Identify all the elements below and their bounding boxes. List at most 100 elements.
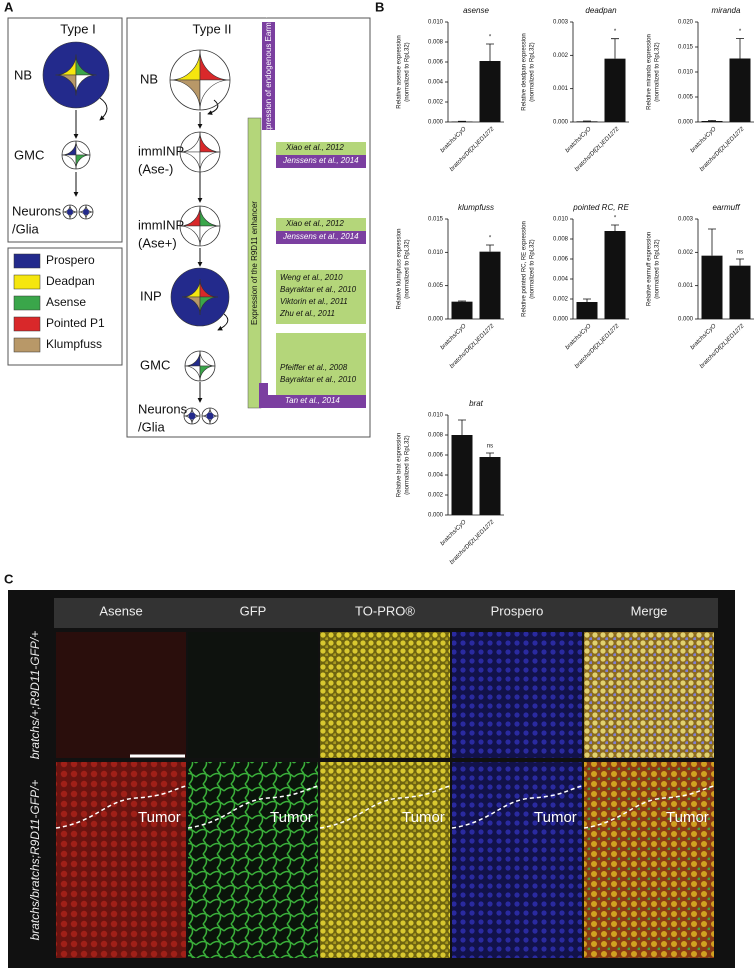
- reference: Bayraktar et al., 2010: [280, 375, 357, 384]
- y-tick-label: 0.002: [428, 100, 444, 106]
- legend-label: Asense: [46, 295, 86, 309]
- y-axis-label: (normalized to RpL32): [405, 239, 411, 298]
- y-tick-label: 0.001: [553, 86, 569, 92]
- column-label: Merge: [631, 603, 668, 618]
- stage-label: GMC: [14, 147, 44, 162]
- legend-swatch: [14, 338, 40, 352]
- reference: Jenssens et al., 2014: [282, 156, 359, 165]
- self-renew-arrow: [100, 98, 107, 120]
- bar: [452, 435, 473, 515]
- y-tick-label: 0.006: [553, 257, 569, 263]
- nucleus: [67, 209, 73, 215]
- chart-title: miranda: [712, 6, 741, 15]
- reference: Jenssens et al., 2014: [282, 232, 359, 241]
- tumor-label: Tumor: [402, 809, 445, 826]
- panel-label: A: [4, 0, 14, 14]
- reference: Xiao et al., 2012: [285, 143, 344, 152]
- stage-label: (Ase+): [138, 235, 177, 250]
- reference: Tan et al., 2014: [285, 396, 340, 405]
- significance: ns: [737, 250, 743, 256]
- nucleus: [207, 413, 214, 420]
- stage-label: NB: [14, 67, 32, 82]
- y-axis-label: (normalized to RpL32): [655, 42, 661, 101]
- bar: [605, 231, 626, 319]
- legend-label: Prospero: [46, 253, 95, 267]
- type-ii-title: Type II: [192, 21, 231, 36]
- stage-label: Neurons: [138, 401, 188, 416]
- micrographs: AsenseTumorGFPTumorTO-PRO®TumorProsperoT…: [56, 603, 714, 958]
- cell-quadrant: [200, 50, 230, 80]
- significance: *: [489, 236, 492, 242]
- chart-title: earmuff: [712, 203, 740, 212]
- bar: [730, 266, 751, 319]
- micrograph: [188, 762, 318, 958]
- y-tick-label: 0.000: [428, 513, 444, 519]
- y-tick-label: 0.002: [428, 493, 444, 499]
- stage-label: /Glia: [12, 221, 40, 236]
- y-tick-label: 0.006: [428, 453, 444, 459]
- nucleus: [83, 209, 89, 215]
- y-tick-label: 0.001: [678, 283, 694, 289]
- y-axis-label: Relative deadpan expression: [522, 33, 528, 110]
- legend-swatch: [14, 296, 40, 310]
- y-tick-label: 0.004: [553, 277, 569, 283]
- bar: [480, 252, 501, 319]
- chart-title: deadpan: [585, 6, 617, 15]
- significance: *: [614, 29, 617, 35]
- y-tick-label: 0.000: [428, 317, 444, 323]
- panel-label: B: [375, 0, 384, 14]
- bar: [702, 121, 723, 122]
- cell-quadrant: [170, 50, 200, 80]
- reference: Xiao et al., 2012: [285, 219, 344, 228]
- error-bar: [611, 39, 619, 59]
- chart-title: pointed RC, RE: [572, 203, 629, 212]
- y-tick-label: 0.010: [553, 217, 569, 223]
- y-tick-label: 0.000: [678, 317, 694, 323]
- stage-label: immINP: [138, 217, 184, 232]
- legend-swatch: [14, 254, 40, 268]
- y-axis-label: Relative asense expression: [397, 35, 403, 108]
- reference: Bayraktar et al., 2010: [280, 285, 357, 294]
- y-axis-label: (normalized to RpL32): [405, 42, 411, 101]
- micrograph: [452, 762, 582, 958]
- y-tick-label: 0.005: [428, 283, 444, 289]
- error-bar: [736, 259, 744, 266]
- cell-quadrant: [170, 80, 200, 110]
- x-tick-label: bratchs/CyO: [690, 323, 718, 351]
- y-tick-label: 0.010: [678, 70, 694, 76]
- cells: [43, 42, 230, 424]
- y-axis-label: (normalized to RpL32): [530, 42, 536, 101]
- column-label: GFP: [240, 603, 267, 618]
- x-tick-label: bratchs/CyO: [565, 126, 593, 154]
- reference: Viktorin et al., 2011: [280, 297, 348, 306]
- stage-label: (Ase-): [138, 161, 173, 176]
- legend-swatch: [14, 275, 40, 289]
- column-label: Asense: [99, 603, 142, 618]
- y-tick-label: 0.004: [428, 80, 444, 86]
- bar: [480, 457, 501, 515]
- significance: *: [614, 216, 617, 222]
- y-tick-label: 0.004: [428, 473, 444, 479]
- y-axis-label: (normalized to RpL32): [655, 239, 661, 298]
- error-bar: [583, 299, 591, 302]
- panel-label: C: [4, 571, 14, 586]
- earmuff-bar: [259, 383, 268, 408]
- stage-label: /Glia: [138, 419, 166, 434]
- y-tick-label: 0.015: [428, 217, 444, 223]
- reference: Weng et al., 2010: [280, 273, 343, 282]
- bar: [577, 302, 598, 319]
- y-tick-label: 0.000: [678, 120, 694, 126]
- micrograph: [320, 632, 450, 758]
- y-axis-label: (normalized to RpL32): [530, 239, 536, 298]
- y-axis-label: Relative brat expression: [397, 433, 403, 497]
- legend-swatch: [14, 317, 40, 331]
- tumor-label: Tumor: [270, 809, 313, 826]
- legend-label: Deadpan: [46, 274, 95, 288]
- chart-title: brat: [469, 399, 484, 408]
- cell-quadrant: [200, 80, 230, 110]
- x-tick-label: bratchs/CyO: [440, 519, 468, 547]
- error-bar: [611, 225, 619, 231]
- y-tick-label: 0.008: [553, 237, 569, 243]
